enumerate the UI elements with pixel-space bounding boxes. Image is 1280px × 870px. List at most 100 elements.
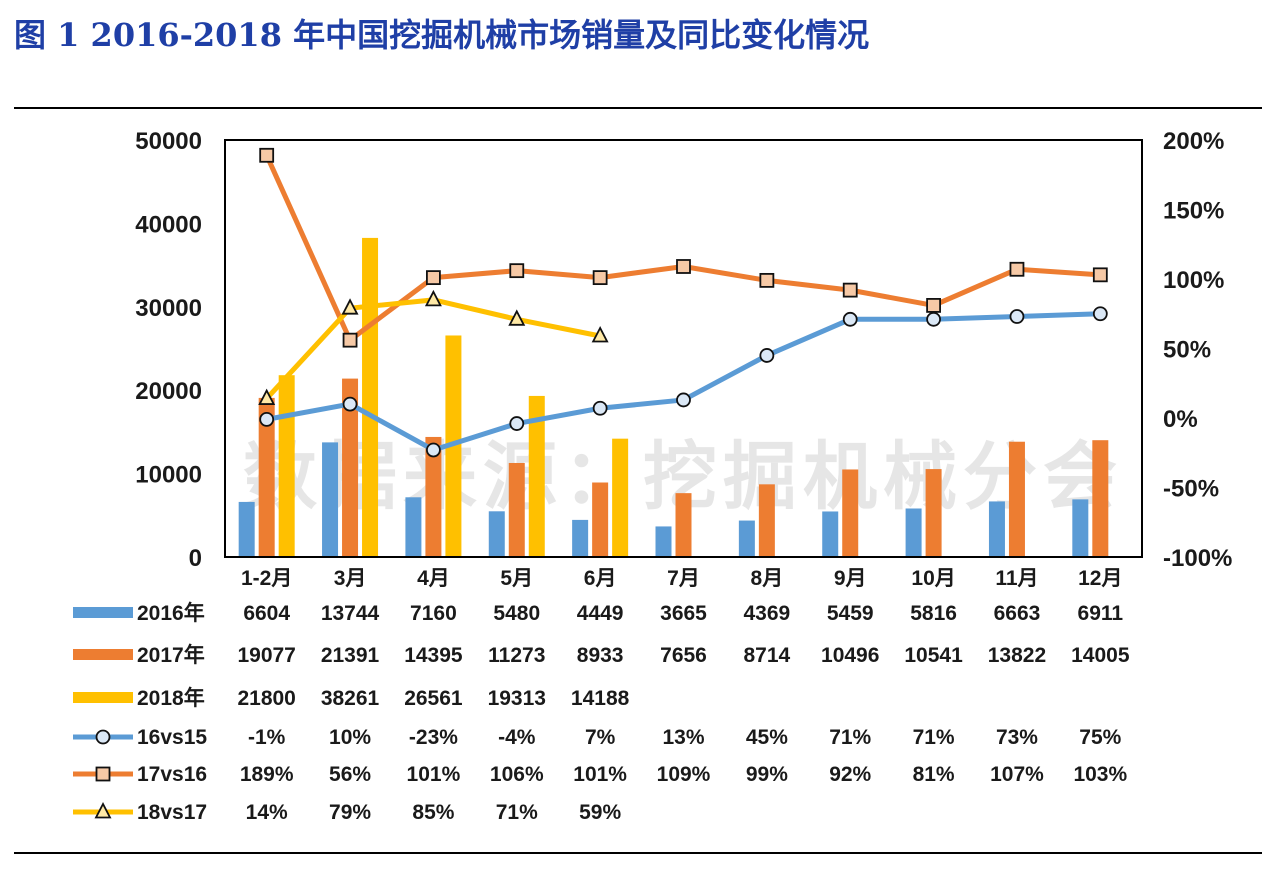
table-cell-17vs16-10月: 81% bbox=[913, 763, 955, 786]
line-17vs16 bbox=[264, 154, 1101, 343]
table-cell-16vs15-7月: 13% bbox=[662, 726, 704, 749]
point-16vs15-1-2月 bbox=[259, 411, 275, 427]
legend-label-2017年: 2017年 bbox=[137, 643, 205, 667]
x-tick-label: 9月 bbox=[834, 567, 867, 590]
point-17vs16-8月 bbox=[759, 272, 775, 288]
table-cell-2016年-7月: 3665 bbox=[660, 602, 707, 625]
point-17vs16-9月 bbox=[842, 282, 858, 298]
bar-2016年-12月 bbox=[1072, 499, 1089, 557]
y2-tick-label: 0% bbox=[1163, 406, 1198, 433]
bar-2017年-4月 bbox=[425, 436, 442, 557]
table-cell-17vs16-9月: 92% bbox=[829, 763, 871, 786]
point-17vs16-3月 bbox=[342, 332, 358, 348]
table-cell-16vs15-5月: -4% bbox=[498, 726, 536, 749]
bar-2017年-6月 bbox=[592, 482, 609, 557]
bar-2017年-5月 bbox=[508, 462, 525, 557]
table-cell-17vs16-1-2月: 189% bbox=[240, 763, 294, 786]
table-cell-2016年-3月: 13744 bbox=[321, 602, 380, 625]
y2-tick-label: 150% bbox=[1163, 198, 1224, 225]
legend-label-17vs16: 17vs16 bbox=[137, 763, 207, 786]
table-cell-18vs17-1-2月: 14% bbox=[246, 801, 288, 824]
line-18vs17 bbox=[264, 297, 601, 401]
table-cell-2018年-6月: 14188 bbox=[571, 687, 630, 710]
bar-2018年-1-2月 bbox=[278, 375, 295, 557]
table-cell-2017年-6月: 8933 bbox=[577, 644, 624, 667]
bar-2018年-6月 bbox=[612, 438, 629, 557]
table-cell-16vs15-6月: 7% bbox=[585, 726, 616, 749]
table-cell-2017年-10月: 10541 bbox=[904, 644, 963, 667]
table-cell-2017年-12月: 14005 bbox=[1071, 644, 1130, 667]
table-cell-16vs15-11月: 73% bbox=[996, 726, 1038, 749]
bar-2016年-4月 bbox=[405, 497, 422, 557]
table-cell-16vs15-4月: -23% bbox=[409, 726, 458, 749]
table-cell-2018年-1-2月: 21800 bbox=[237, 687, 295, 710]
legend-marker-17vs16 bbox=[95, 766, 111, 782]
y2-tick-label: 100% bbox=[1163, 267, 1224, 294]
y-tick-label: 40000 bbox=[135, 211, 202, 238]
x-tick-label: 1-2月 bbox=[241, 567, 292, 590]
point-16vs15-6月 bbox=[592, 400, 608, 416]
point-16vs15-10月 bbox=[926, 311, 941, 327]
table-cell-16vs15-1-2月: -1% bbox=[248, 726, 286, 749]
table-cell-2018年-5月: 19313 bbox=[488, 687, 546, 710]
table-cell-2017年-11月: 13822 bbox=[988, 644, 1046, 667]
table-cell-17vs16-8月: 99% bbox=[746, 763, 788, 786]
table-cell-16vs15-3月: 10% bbox=[329, 726, 371, 749]
table-cell-17vs16-6月: 101% bbox=[573, 763, 627, 786]
table-cell-17vs16-4月: 101% bbox=[407, 763, 461, 786]
table-cell-2016年-4月: 7160 bbox=[410, 602, 457, 625]
table-cell-2017年-5月: 11273 bbox=[488, 644, 545, 667]
legend-key-2016年 bbox=[73, 607, 133, 618]
point-16vs15-11月 bbox=[1009, 309, 1025, 324]
y-tick-label: 10000 bbox=[135, 462, 202, 489]
y2-tick-label: 200% bbox=[1163, 128, 1224, 155]
table-cell-2017年-3月: 21391 bbox=[321, 644, 380, 667]
x-tick-label: 7月 bbox=[667, 567, 700, 590]
point-16vs15-3月 bbox=[342, 396, 358, 412]
bar-2016年-3月 bbox=[322, 442, 339, 557]
point-16vs15-8月 bbox=[759, 348, 775, 363]
figure-title: 图 1 2016-2018 年中国挖掘机械市场销量及同比变化情况 bbox=[14, 16, 870, 54]
bar-2016年-5月 bbox=[488, 511, 505, 557]
point-17vs16-10月 bbox=[926, 298, 941, 313]
bar-2016年-8月 bbox=[738, 520, 755, 557]
y-tick-label: 30000 bbox=[135, 295, 202, 322]
table-cell-2016年-10月: 5816 bbox=[910, 602, 957, 625]
table-cell-16vs15-10月: 71% bbox=[913, 726, 955, 749]
point-18vs17-1-2月 bbox=[258, 388, 276, 405]
table-cell-2016年-5月: 5480 bbox=[493, 602, 540, 625]
table-cell-16vs15-12月: 75% bbox=[1079, 726, 1121, 749]
y2-tick-label: 50% bbox=[1163, 337, 1211, 364]
y-tick-label: 20000 bbox=[135, 378, 202, 405]
table-cell-2016年-1-2月: 6604 bbox=[243, 602, 290, 625]
point-18vs17-5月 bbox=[508, 309, 526, 326]
table-cell-2017年-9月: 10496 bbox=[821, 644, 879, 667]
point-17vs16-1-2月 bbox=[259, 147, 275, 163]
table-cell-2017年-4月: 14395 bbox=[404, 644, 463, 667]
y2-tick-label: -100% bbox=[1163, 545, 1232, 572]
legend-label-2018年: 2018年 bbox=[137, 686, 205, 710]
table-cell-17vs16-7月: 109% bbox=[657, 763, 711, 786]
top-rule bbox=[14, 107, 1262, 109]
legend-label-16vs15: 16vs15 bbox=[137, 726, 207, 749]
table-cell-2016年-9月: 5459 bbox=[827, 602, 874, 625]
bar-2018年-5月 bbox=[528, 395, 545, 557]
bar-2016年-7月 bbox=[655, 526, 672, 557]
x-tick-label: 6月 bbox=[584, 567, 617, 590]
legend-marker-18vs17 bbox=[94, 802, 112, 819]
x-tick-label: 4月 bbox=[417, 567, 450, 590]
point-17vs16-12月 bbox=[1092, 267, 1108, 283]
bar-2016年-10月 bbox=[905, 508, 922, 557]
bar-2017年-9月 bbox=[842, 469, 859, 557]
bar-2016年-1-2月 bbox=[238, 501, 255, 557]
bar-2016年-6月 bbox=[572, 519, 589, 557]
point-18vs17-4月 bbox=[424, 289, 442, 307]
table-cell-18vs17-6月: 59% bbox=[579, 801, 621, 824]
legend-marker-16vs15 bbox=[95, 729, 111, 745]
point-17vs16-7月 bbox=[676, 259, 691, 274]
line-16vs15 bbox=[266, 311, 1101, 453]
table-cell-17vs16-3月: 56% bbox=[329, 763, 371, 786]
table-cell-2017年-7月: 7656 bbox=[660, 644, 707, 667]
bar-2017年-7月 bbox=[675, 493, 692, 557]
table-cell-16vs15-9月: 71% bbox=[829, 726, 871, 749]
